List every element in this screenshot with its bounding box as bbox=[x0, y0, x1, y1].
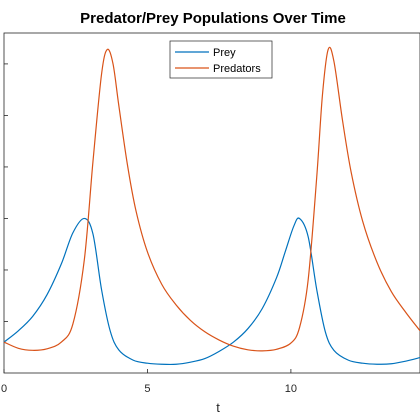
x-tick-label: 0 bbox=[1, 383, 7, 395]
x-axis-label: t bbox=[216, 400, 220, 415]
legend-label-predators: Predators bbox=[213, 63, 261, 75]
plot-area: 0 5 10 bbox=[1, 32, 420, 395]
chart-title: Predator/Prey Populations Over Time bbox=[80, 10, 346, 27]
x-tick-label: 10 bbox=[285, 383, 297, 395]
series-line-predators bbox=[3, 46, 420, 352]
legend-label-prey: Prey bbox=[213, 47, 236, 59]
x-ticks: 0 5 10 bbox=[1, 369, 297, 395]
legend-box bbox=[169, 40, 273, 79]
legend: Prey Predators bbox=[169, 40, 273, 79]
axes-box bbox=[3, 32, 420, 374]
series-line-prey bbox=[3, 217, 420, 366]
y-ticks bbox=[4, 63, 8, 322]
series-lines bbox=[3, 46, 420, 366]
x-tick-label: 5 bbox=[144, 383, 150, 395]
